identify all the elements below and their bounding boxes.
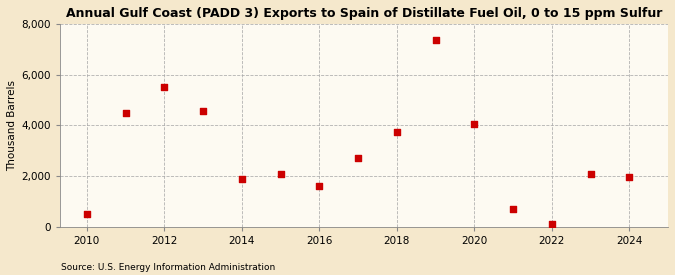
Point — [508, 207, 518, 211]
Y-axis label: Thousand Barrels: Thousand Barrels — [7, 80, 17, 171]
Point — [82, 212, 92, 216]
Point — [198, 109, 209, 114]
Point — [352, 156, 363, 161]
Point — [159, 85, 169, 90]
Point — [392, 130, 402, 134]
Point — [546, 222, 557, 227]
Point — [430, 38, 441, 43]
Point — [624, 175, 634, 179]
Title: Annual Gulf Coast (PADD 3) Exports to Spain of Distillate Fuel Oil, 0 to 15 ppm : Annual Gulf Coast (PADD 3) Exports to Sp… — [65, 7, 662, 20]
Point — [314, 184, 325, 189]
Point — [275, 172, 286, 176]
Point — [120, 111, 131, 115]
Point — [585, 172, 596, 176]
Point — [469, 122, 480, 127]
Text: Source: U.S. Energy Information Administration: Source: U.S. Energy Information Administ… — [61, 263, 275, 272]
Point — [236, 177, 247, 181]
